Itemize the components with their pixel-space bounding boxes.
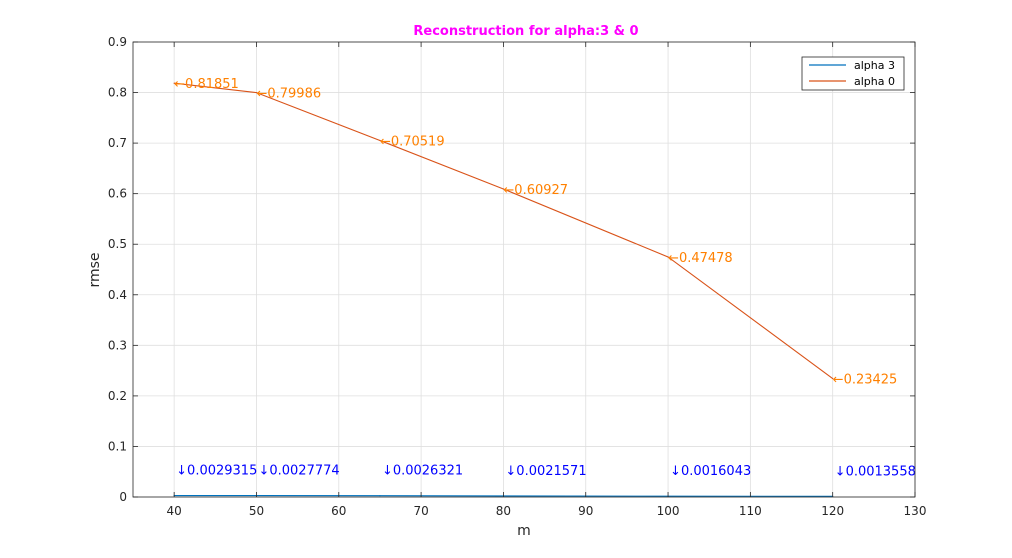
series-line-alpha-0: [174, 82, 834, 380]
y-tick-label: 0: [119, 490, 127, 504]
data-label: ←0.47478: [668, 251, 733, 266]
y-tick-label: 0.2: [108, 389, 127, 403]
legend-label-alpha-3: alpha 3: [854, 59, 895, 72]
data-point: [379, 139, 381, 142]
data-label: ↓0.0029315: [176, 464, 257, 479]
x-tick-label: 90: [578, 504, 593, 518]
x-tick-label: 40: [167, 504, 182, 518]
x-axis-label: m: [517, 523, 531, 539]
data-label: ←0.70519: [380, 134, 445, 149]
data-label: ←0.60927: [503, 183, 568, 198]
ticks: 40 50 60 70 80 90 100 110 120 130 0 0.1 0.2 0.3 0.4 0.5…: [108, 35, 927, 518]
x-tick-label: 120: [821, 504, 844, 518]
y-tick-label: 0.6: [108, 187, 127, 201]
data-point: [255, 92, 258, 94]
data-point: [379, 495, 381, 497]
y-axis-label: rmse: [87, 252, 103, 287]
y-tick-label: 0.1: [108, 439, 127, 453]
data-label: ←0.81851: [174, 77, 239, 92]
data-point: [173, 82, 175, 84]
y-tick-label: 0.8: [108, 86, 127, 100]
data-label: ↓0.0026321: [382, 464, 463, 479]
data-label: ↓0.0013558: [835, 464, 916, 479]
series-line-alpha-3: [174, 494, 833, 497]
y-tick-label: 0.4: [108, 288, 127, 302]
data-point: [667, 256, 669, 258]
data-label: ↓0.0027774: [258, 464, 339, 479]
legend-label-alpha-0: alpha 0: [854, 75, 895, 88]
x-tick-label: 100: [657, 504, 680, 518]
x-tick-label: 70: [413, 504, 428, 518]
plot-area: [133, 42, 915, 497]
data-label: ↓0.0016043: [670, 464, 751, 479]
x-tick-label: 50: [249, 504, 264, 518]
plot-frame: [132, 41, 916, 498]
y-tick-label: 0.9: [108, 35, 127, 49]
y-tick-label: 0.7: [108, 136, 127, 150]
legend[interactable]: alpha 3 alpha 0: [801, 56, 905, 91]
x-tick-label: 110: [739, 504, 762, 518]
data-point: [832, 377, 834, 380]
data-label: ↓0.0021571: [505, 464, 586, 479]
data-label: ←0.23425: [833, 373, 898, 388]
y-tick-label: 0.3: [108, 338, 127, 352]
y-tick-label: 0.5: [108, 237, 127, 251]
x-tick-label: 60: [331, 504, 346, 518]
x-tick-label: 130: [904, 504, 927, 518]
chart-title: Reconstruction for alpha:3 & 0: [413, 24, 638, 39]
x-tick-label: 80: [496, 504, 511, 518]
legend-box: [801, 56, 905, 91]
data-label: ←0.79986: [256, 87, 321, 102]
data-point: [502, 188, 505, 190]
annotations: ↓0.0029315 ↓0.0027774 ↓0.0026321 ↓0.0021571…: [174, 77, 916, 479]
